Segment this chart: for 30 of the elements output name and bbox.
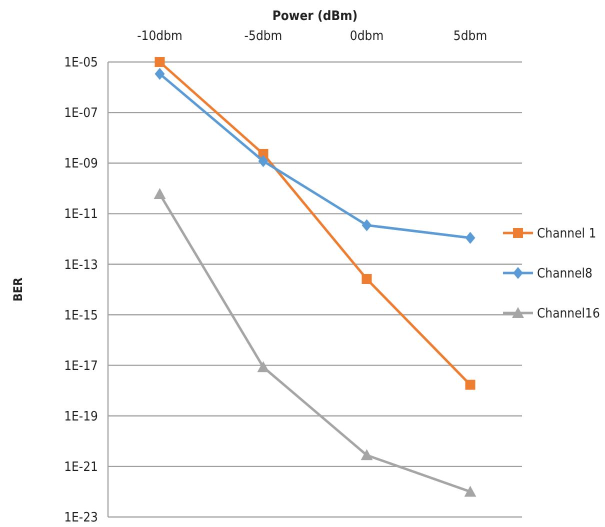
- y-tick-label: 1E-05: [64, 56, 98, 71]
- point: [154, 68, 165, 80]
- point: [154, 57, 165, 67]
- point: [465, 380, 476, 390]
- point: [464, 486, 476, 497]
- x-axis-title: Power (dBm): [272, 9, 358, 24]
- point: [360, 449, 373, 460]
- x-tick-label: -5dbm: [244, 29, 282, 44]
- y-tick-label: 1E-13: [64, 258, 98, 273]
- legend-label: Channel16: [537, 306, 600, 322]
- y-tick-label: 1E-17: [64, 358, 98, 374]
- x-tick-label: -10dbm: [137, 29, 182, 44]
- x-tick-label: 5dbm: [453, 29, 488, 44]
- legend-label: Channel8: [537, 266, 592, 282]
- x-tick-label: 0dbm: [350, 29, 384, 44]
- legend-label: Channel 1: [537, 226, 596, 242]
- point: [362, 219, 372, 232]
- point: [154, 188, 166, 199]
- point: [465, 232, 476, 244]
- point: [362, 274, 372, 284]
- y-tick-label: 1E-09: [64, 156, 98, 172]
- y-tick-label: 1E-15: [64, 308, 98, 324]
- y-tick-label: 1E-21: [64, 460, 98, 475]
- y-tick-label: 1E-11: [64, 207, 98, 222]
- y-axis-title: BER: [11, 276, 25, 302]
- point: [258, 155, 268, 168]
- y-tick-label: 1E-19: [64, 409, 98, 424]
- y-tick-label: 1E-07: [64, 106, 98, 122]
- y-tick-label: 1E-23: [64, 510, 98, 526]
- point: [257, 361, 270, 372]
